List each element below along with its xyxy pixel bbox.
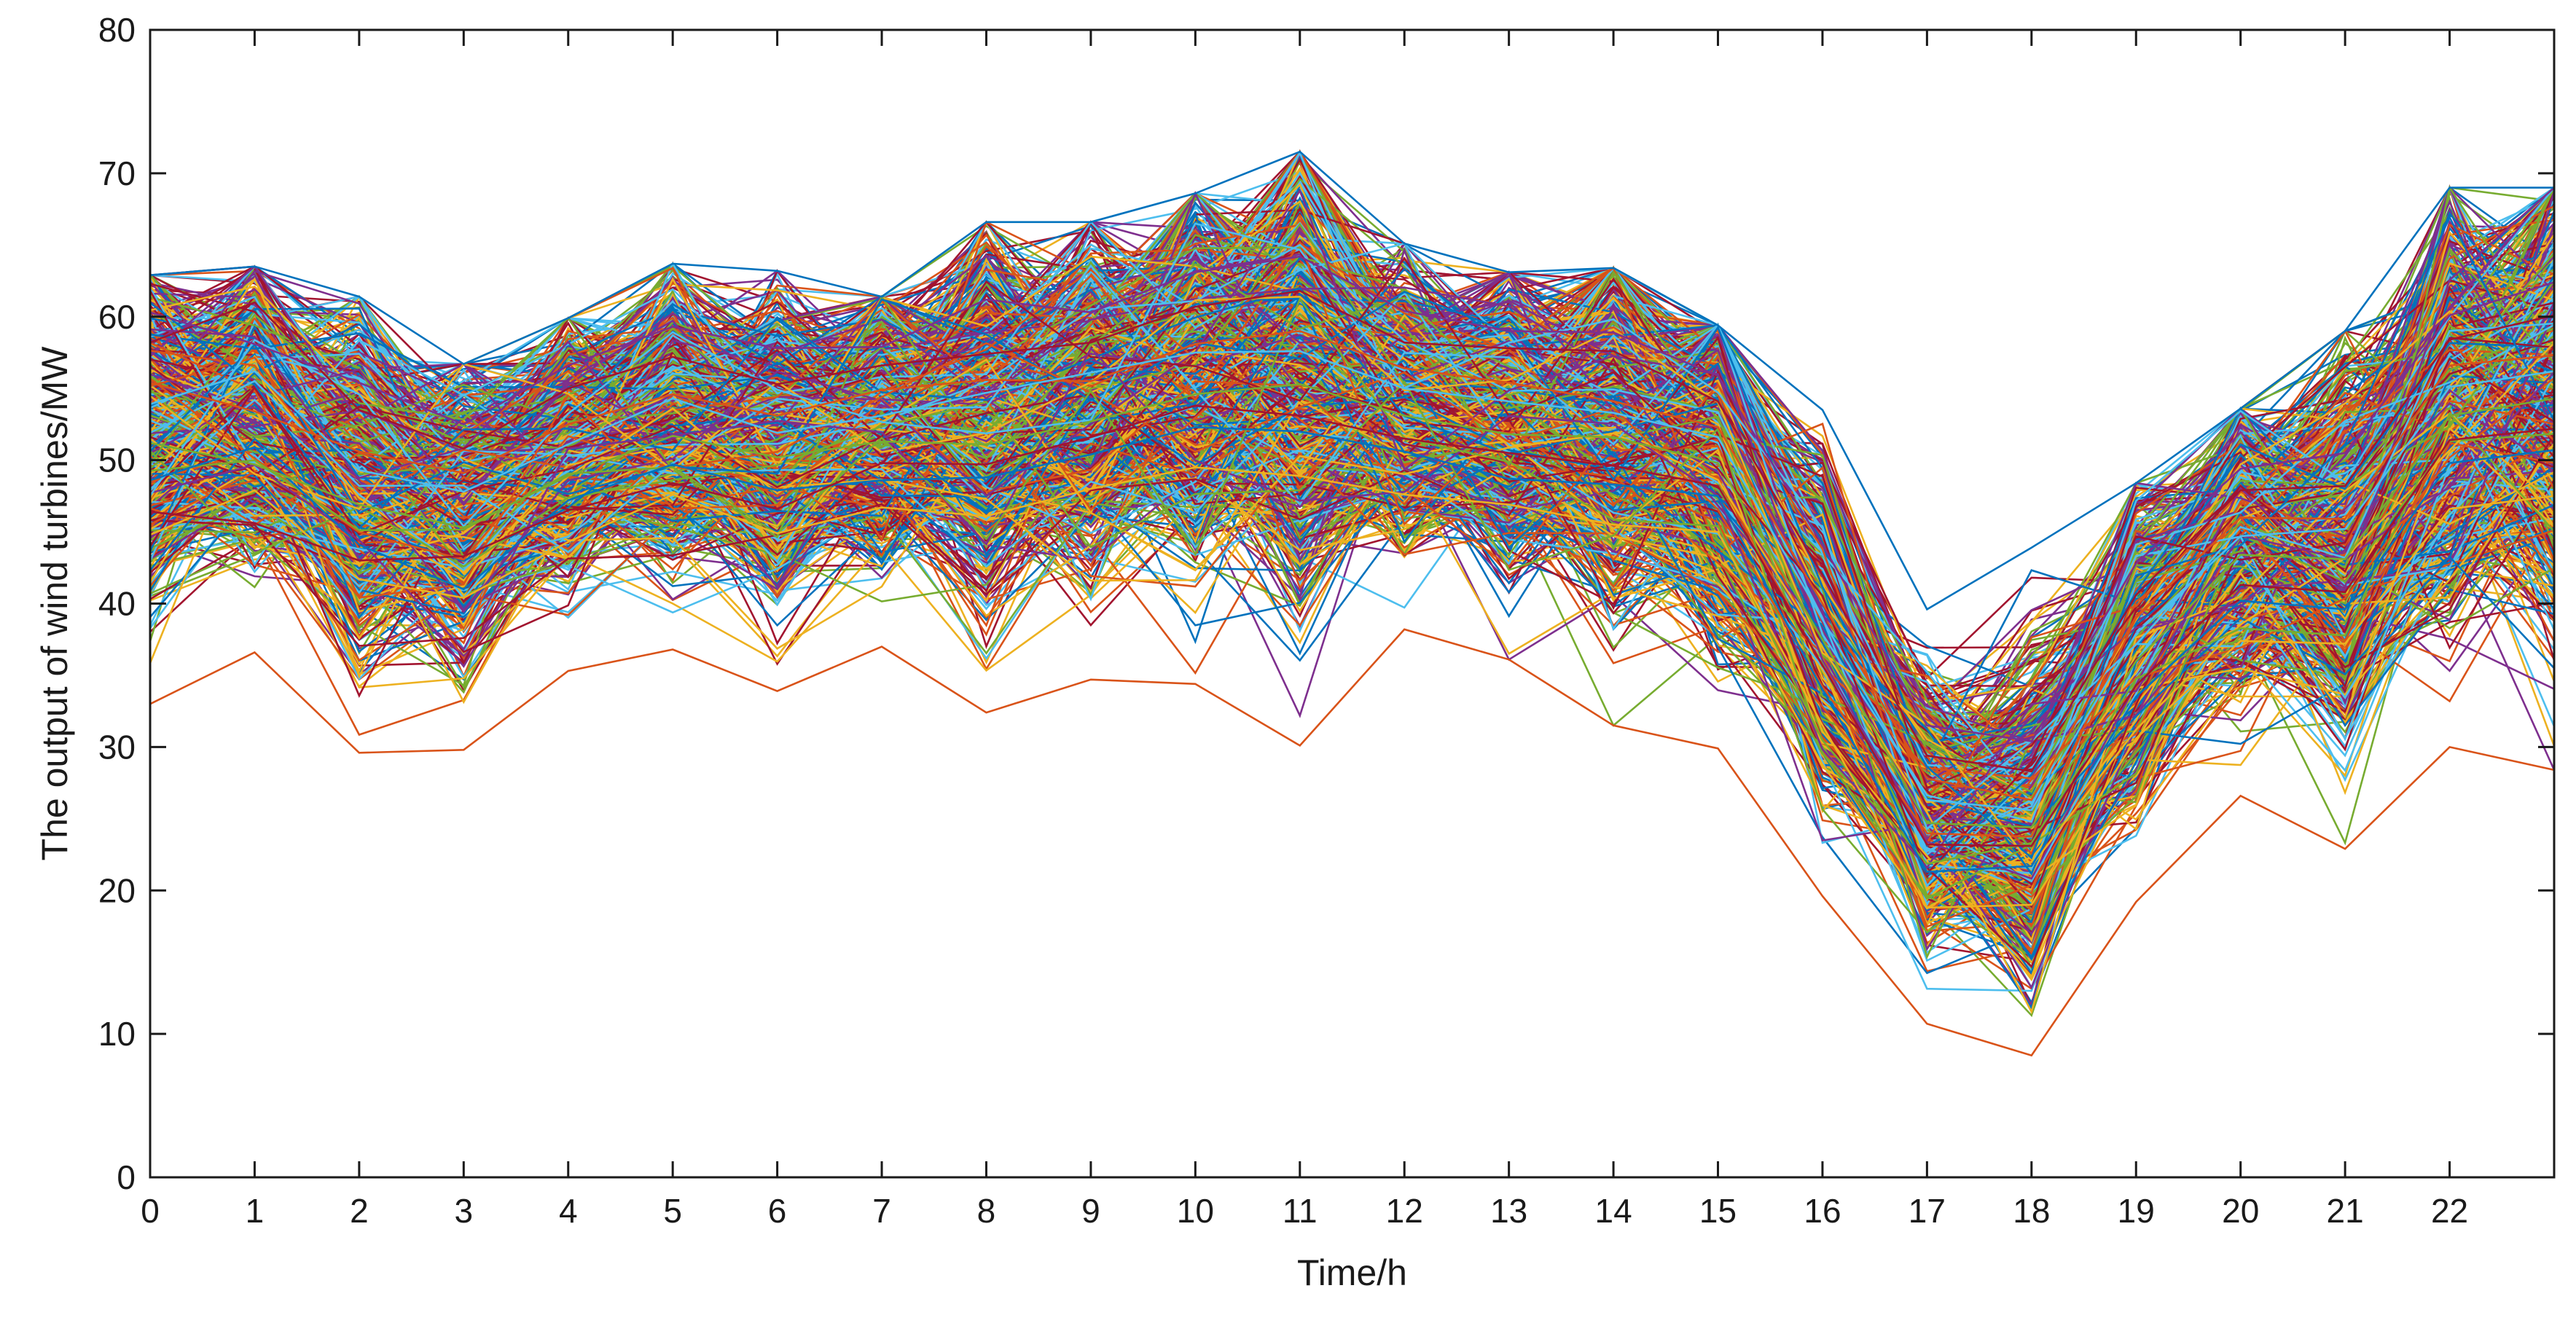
x-tick-label: 3 [455,1192,474,1230]
y-tick-label: 70 [98,154,136,192]
x-tick-label: 0 [141,1192,160,1230]
scenario-line [149,310,2556,821]
x-tick-label: 19 [2118,1192,2155,1230]
x-tick-label: 9 [1081,1192,1100,1230]
scenario-line [149,264,2555,823]
scenario-line [149,289,2555,773]
scenario-line [149,215,2556,860]
scenario-line [149,149,2555,798]
x-axis-title: Time/h [1297,1252,1407,1293]
y-tick-label: 40 [98,585,136,623]
axis-ticks: 0 1 2 3 4 5 6 7 8 9 10 11 12 13 14 15 16 17 18 19 20 21 220102… [98,11,2554,1230]
x-tick-label: 16 [1804,1192,1841,1230]
y-axis-title: The output of wind turbines/MW [34,346,75,861]
scenario-line [149,357,2556,860]
x-tick-label: 18 [2013,1192,2050,1230]
y-tick-label: 80 [98,11,136,49]
x-tick-label: 15 [1699,1192,1737,1230]
x-tick-label: 13 [1490,1192,1527,1230]
x-tick-label: 11 [1283,1192,1318,1230]
scenario-line [149,466,2555,909]
scenario-line [149,187,2556,806]
scenario-line [149,295,2555,868]
scenario-line [149,247,2556,846]
scenario-line [149,287,2555,875]
scenario-line [149,242,2555,855]
scenario-line [149,311,2555,925]
scenario-line [149,321,2556,844]
y-tick-label: 0 [117,1158,136,1196]
x-tick-label: 12 [1386,1192,1423,1230]
x-tick-label: 5 [663,1192,682,1230]
y-tick-label: 60 [98,298,136,336]
x-tick-label: 14 [1595,1192,1632,1230]
x-tick-label: 20 [2222,1192,2259,1230]
x-tick-label: 17 [1908,1192,1946,1230]
x-tick-label: 8 [977,1192,996,1230]
scenario-line [149,205,2555,788]
y-tick-label: 20 [98,871,136,909]
scenario-line [149,404,2555,847]
y-tick-label: 50 [98,441,136,479]
scenario-line [149,314,2556,881]
scenario-line [149,330,2555,801]
y-tick-label: 30 [98,728,136,766]
scenario-line [149,150,2554,611]
y-tick-label: 10 [98,1015,136,1053]
x-tick-label: 1 [246,1192,265,1230]
scenario-line [149,334,2555,854]
x-tick-label: 21 [2327,1192,2364,1230]
scenario-line [149,288,2556,883]
scenario-line [149,425,2555,874]
scenario-line [149,382,2555,828]
x-tick-label: 4 [559,1192,578,1230]
scenario-line [149,240,2555,847]
scenario-line [149,187,2556,823]
x-tick-label: 10 [1177,1192,1214,1230]
x-tick-label: 22 [2431,1192,2468,1230]
scenario-line [149,243,2556,888]
scenario-line [149,255,2555,742]
scenario-line [149,350,2555,812]
scenario-line [149,433,2555,982]
scenario-line [149,358,2555,1015]
scenario-line [149,191,2556,825]
scenario-line [149,628,2555,1057]
x-tick-label: 7 [872,1192,891,1230]
x-tick-label: 6 [768,1192,787,1230]
x-tick-label: 2 [350,1192,369,1230]
series-layer [149,149,2556,1057]
scenario-line [149,256,2555,876]
scenario-line [149,297,2555,865]
scenario-line [149,380,2555,900]
